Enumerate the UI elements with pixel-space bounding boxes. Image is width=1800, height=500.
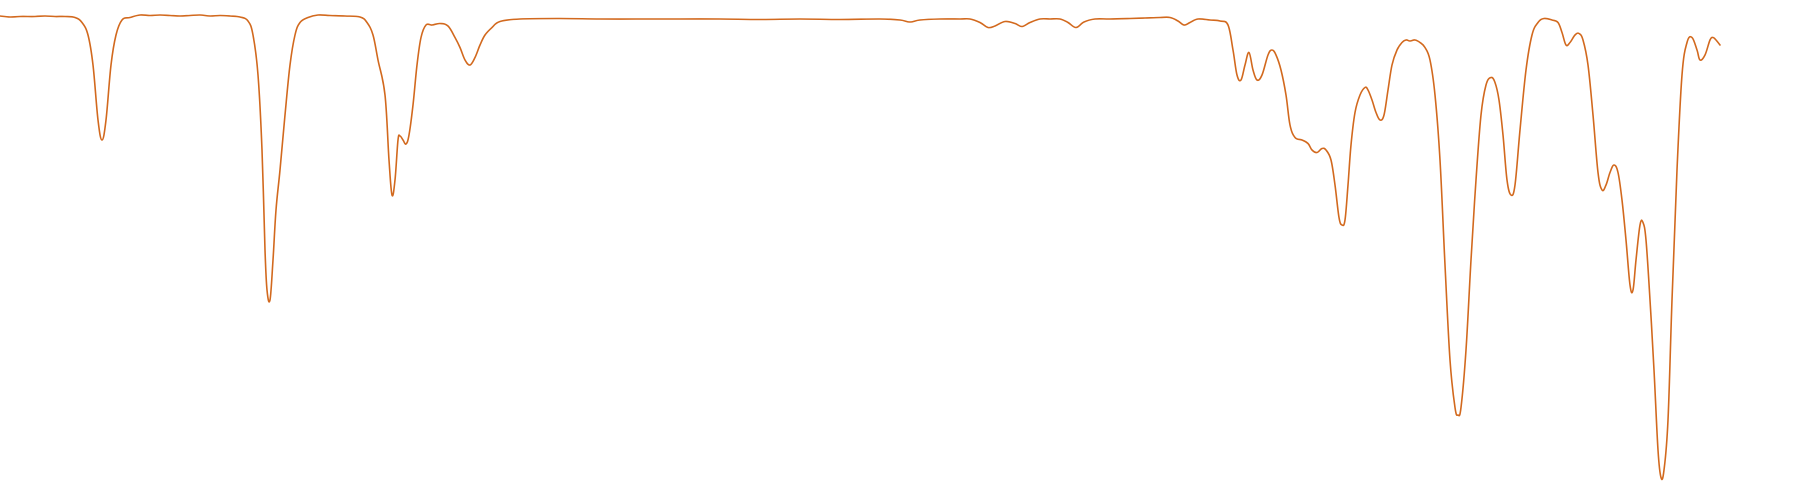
series-line-0 bbox=[0, 14, 1721, 481]
plot-area bbox=[0, 14, 1721, 481]
